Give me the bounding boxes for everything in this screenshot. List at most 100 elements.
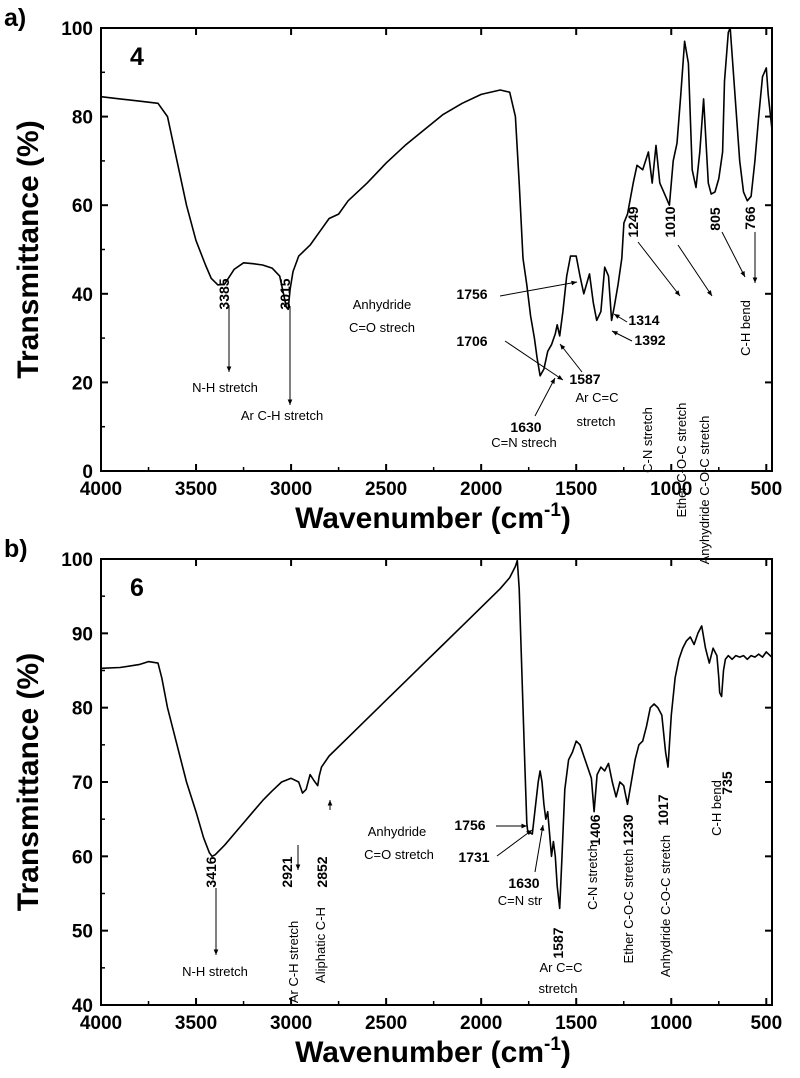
peak-value-label: 3416 (203, 856, 219, 887)
y-tick-label: 90 (72, 624, 93, 645)
peak-assignment-label: C-H bend (709, 780, 724, 836)
peak-assignment-label: Anyhydride C-O-C stretch (697, 416, 712, 565)
annotation-arrowhead (752, 277, 758, 283)
chart-panel-a: 4000 3500 3000 2500 2000 1500 1000 500 0 20 40 60 80… (4, 4, 782, 564)
peak-annotation: 2921 Ar C-H stretch (279, 845, 301, 1003)
peak-value-label: 766 (742, 206, 758, 230)
peak-annotation: 1249 C-N stretch (625, 206, 681, 473)
x-tick-label: 2500 (365, 479, 407, 500)
peak-assignment-label: N-H stretch (192, 380, 258, 395)
annotation-arrowhead (295, 864, 301, 870)
x-tick-label: 500 (750, 1013, 782, 1034)
x-axis-title-sup: -1 (544, 1034, 561, 1055)
peak-assignment-label: Ether C-O-C stretch (674, 403, 689, 518)
peak-annotation: 3416 N-H stretch (182, 856, 248, 979)
peak-value-label: 1756 (456, 286, 487, 302)
peak-annotation: 1230 Ether C-O-C stretch (620, 814, 636, 963)
chart-panel-b: 4000 3500 3000 2500 2000 1500 1000 500 40 50 60 70 8… (4, 535, 782, 1069)
peak-assignment-label: Aliphatic C-H (313, 907, 328, 983)
annotation-arrowhead (571, 280, 577, 286)
x-axis-title: Wavenumber (cm-1) (295, 500, 571, 535)
peak-value-label: 1392 (634, 332, 665, 348)
annotation-arrowhead (560, 344, 566, 350)
peak-value-label: 1249 (625, 206, 641, 237)
peak-annotation: 1756 Anhydride C=O strech (349, 280, 578, 335)
peak-assignment-label: C-N stretch (585, 844, 600, 910)
y-tick-label: 40 (72, 285, 93, 306)
peak-assignment-label: Ether C-O-C stretch (621, 849, 636, 964)
y-tick-label: 40 (72, 996, 93, 1017)
y-tick-label: 100 (61, 19, 93, 40)
x-tick-label: 2000 (460, 479, 502, 500)
x-tick-label: 1000 (650, 1013, 692, 1034)
x-tick-label: 4000 (80, 479, 122, 500)
x-axis-title: Wavenumber (cm-1) (295, 1034, 571, 1069)
peak-assignment-label: stretch (576, 414, 615, 429)
peak-annotation: 1630 C=N str (498, 824, 545, 908)
panel-label: b) (4, 535, 28, 563)
annotation-arrowhead (327, 800, 333, 806)
annotation-arrowhead (614, 314, 620, 319)
plot-frame (100, 27, 773, 472)
peak-value-label: 1587 (550, 927, 566, 958)
x-tick-label: 3500 (175, 1013, 217, 1034)
peak-assignment-label: N-H stretch (182, 964, 248, 979)
peak-annotation: 1017 Anhydride C-O-C stretch (655, 794, 673, 977)
peak-value-label: 1230 (620, 814, 636, 845)
panel-label: a) (4, 4, 26, 32)
x-tick-label: 3500 (175, 479, 217, 500)
annotation-arrow (677, 244, 713, 297)
peak-annotation: 3015 Ar C-H stretch (241, 278, 323, 423)
x-tick-label: 2000 (460, 1013, 502, 1034)
spectrum-line (100, 559, 773, 910)
x-tick-label: 500 (750, 479, 782, 500)
annotation-arrowhead (539, 825, 545, 831)
y-tick-label: 50 (72, 922, 93, 943)
peak-value-label: 735 (719, 771, 735, 795)
y-tick-label: 70 (72, 773, 93, 794)
peak-annotation: 1392 (611, 330, 666, 348)
peak-assignment-label: C-H bend (738, 300, 753, 356)
peak-annotation: 1731 (458, 829, 533, 865)
peak-assignment-label: Ar C-H stretch (286, 921, 301, 1003)
peak-assignment-label: Anhydride (368, 824, 427, 839)
annotation-arrow (637, 241, 681, 297)
x-tick-label: 2500 (365, 1013, 407, 1034)
annotation-arrow (721, 231, 746, 278)
sample-label: 4 (130, 43, 144, 71)
annotation-arrowhead (706, 290, 712, 296)
peak-annotation: 1756 Anhydride C=O stretch (364, 817, 527, 862)
annotation-arrowhead (521, 823, 527, 829)
peak-assignment-label: stretch (538, 981, 577, 996)
peak-value-label: 805 (707, 207, 723, 231)
peak-annotation: 1587 Ar C=C stretch (559, 343, 618, 429)
x-tick-label: 4000 (80, 1013, 122, 1034)
annotation-arrowhead (226, 366, 232, 372)
x-tick-label: 3000 (270, 1013, 312, 1034)
sample-label: 6 (130, 574, 144, 602)
peak-annotation: 1314 (613, 312, 660, 328)
x-axis-title-main: Wavenumber (cm (295, 1036, 544, 1069)
peak-annotation: 805 Anyhydride C-O-C stretch (697, 207, 746, 565)
peak-assignment-label: Anhydride C-O-C stretch (658, 835, 673, 977)
peak-value-label: 1706 (456, 333, 487, 349)
peak-assignment-label: C=N str (498, 893, 543, 908)
y-tick-label: 80 (72, 699, 93, 720)
peak-value-label: 3385 (216, 278, 232, 309)
annotation-arrow (534, 377, 556, 417)
y-tick-label: 0 (82, 462, 93, 483)
y-tick-label: 80 (72, 108, 93, 129)
annotation-arrowhead (557, 374, 563, 380)
annotation-arrow (496, 829, 533, 857)
annotation-arrowhead (287, 399, 293, 405)
peak-annotation: 1010 Ether C-O-C stretch (662, 206, 713, 518)
peak-annotation: 766 C-H bend (738, 206, 758, 356)
peak-assignment-label: Anhydride (353, 297, 412, 312)
peak-assignment-label: C=N strech (491, 435, 556, 450)
y-axis-title: Transmittance (%) (12, 653, 45, 911)
peak-annotation: 1587 Ar C=C stretch (538, 927, 582, 996)
peak-assignment-label: C=O stretch (364, 847, 434, 862)
x-tick-label: 1500 (555, 479, 597, 500)
